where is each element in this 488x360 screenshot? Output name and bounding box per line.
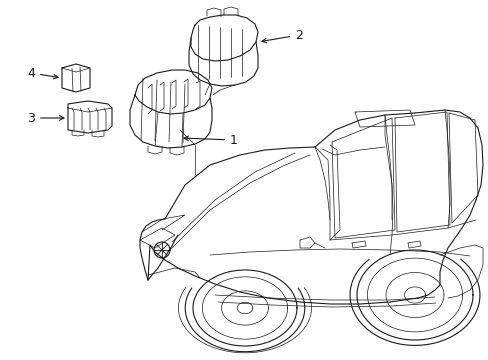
Text: 1: 1	[183, 134, 237, 147]
Text: 4: 4	[27, 67, 58, 80]
Text: 3: 3	[27, 112, 64, 125]
Text: 2: 2	[262, 28, 302, 43]
